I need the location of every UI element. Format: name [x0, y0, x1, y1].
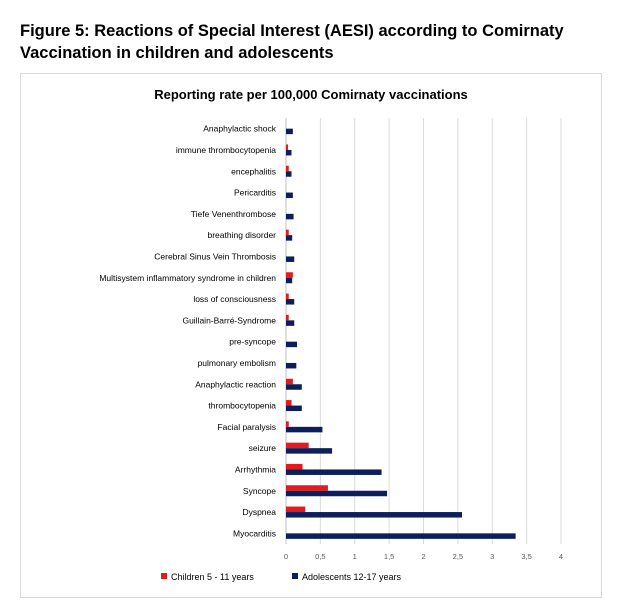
bar-adolescents — [286, 362, 297, 369]
category-label: Facial paralysis — [217, 422, 276, 432]
legend-swatch-adolescents — [292, 573, 298, 579]
bar-children — [286, 293, 289, 300]
bar-adolescents — [286, 128, 293, 135]
bar-adolescents — [286, 213, 294, 220]
bar-children — [286, 272, 293, 278]
chart-title: Reporting rate per 100,000 Comirnaty vac… — [154, 87, 468, 102]
bar-chart: Reporting rate per 100,000 Comirnaty vac… — [99, 87, 563, 582]
x-tick-label: 3,5 — [521, 552, 531, 561]
bar-adolescents — [286, 405, 302, 412]
bar-adolescents — [286, 448, 333, 454]
bar-adolescents — [286, 192, 293, 199]
legend-label-adolescents: Adolescents 12-17 years — [302, 572, 402, 582]
bar-adolescents — [286, 320, 295, 326]
category-label: immune thrombocytopenia — [176, 145, 276, 155]
category-label: Anaphylactic reaction — [195, 379, 276, 389]
bar-children — [286, 144, 289, 150]
x-tick-label: 4 — [559, 552, 563, 561]
bar-children — [286, 165, 289, 172]
bar-adolescents — [286, 299, 295, 305]
category-label: thrombocytopenia — [208, 401, 276, 411]
x-tick-label: 1,5 — [384, 552, 394, 561]
bar-children — [286, 378, 293, 385]
bar-children — [286, 229, 289, 236]
x-tick-label: 2 — [421, 552, 425, 561]
bar-children — [286, 421, 289, 427]
bar-children — [286, 442, 309, 449]
bar-children — [286, 463, 303, 470]
x-tick-label: 1 — [353, 552, 357, 561]
category-label: encephalitis — [231, 166, 276, 176]
bar-adolescents — [286, 235, 293, 241]
bar-adolescents — [286, 490, 388, 497]
bar-adolescents — [286, 426, 323, 433]
legend-swatch-children — [161, 573, 167, 579]
bar-adolescents — [286, 256, 295, 262]
bar-adolescents — [286, 512, 462, 518]
legend-label-children: Children 5 - 11 years — [171, 572, 254, 582]
bar-adolescents — [286, 277, 293, 284]
category-label: Tiefe Venenthrombose — [191, 209, 276, 219]
x-tick-label: 3 — [490, 552, 494, 561]
category-label: loss of consciousness — [193, 294, 276, 304]
category-label: Myocarditis — [233, 528, 276, 538]
category-label: Cerebral Sinus Vein Thrombosis — [154, 251, 276, 261]
category-label: pre-syncope — [229, 337, 276, 347]
x-tick-label: 2,5 — [453, 552, 463, 561]
bar-children — [286, 485, 328, 491]
bar-children — [286, 506, 306, 513]
x-tick-label: 0 — [284, 552, 288, 561]
bar-adolescents — [286, 341, 297, 348]
bar-children — [286, 400, 292, 406]
chart-container: Reporting rate per 100,000 Comirnaty vac… — [20, 73, 602, 598]
bar-children — [286, 314, 289, 321]
category-label: Syncope — [243, 486, 276, 496]
bar-adolescents — [286, 171, 292, 177]
category-label: Anaphylactic shock — [203, 124, 277, 134]
bar-adolescents — [286, 384, 302, 390]
bar-adolescents — [286, 149, 292, 156]
figure-title: Figure 5: Reactions of Special Interest … — [20, 22, 564, 62]
category-label: Pericarditis — [234, 188, 276, 198]
category-label: pulmonary embolism — [198, 358, 276, 368]
bar-adolescents — [286, 469, 382, 475]
category-label: breathing disorder — [207, 230, 276, 240]
category-label: Dyspnea — [242, 507, 276, 517]
category-label: Guillain-Barré-Syndrome — [182, 315, 276, 325]
category-label: seizure — [249, 443, 277, 453]
x-tick-label: 0,5 — [315, 552, 325, 561]
category-label: Multisystem inflammatory syndrome in chi… — [99, 273, 276, 283]
category-label: Arrhythmia — [235, 464, 276, 474]
bar-adolescents — [286, 533, 516, 539]
